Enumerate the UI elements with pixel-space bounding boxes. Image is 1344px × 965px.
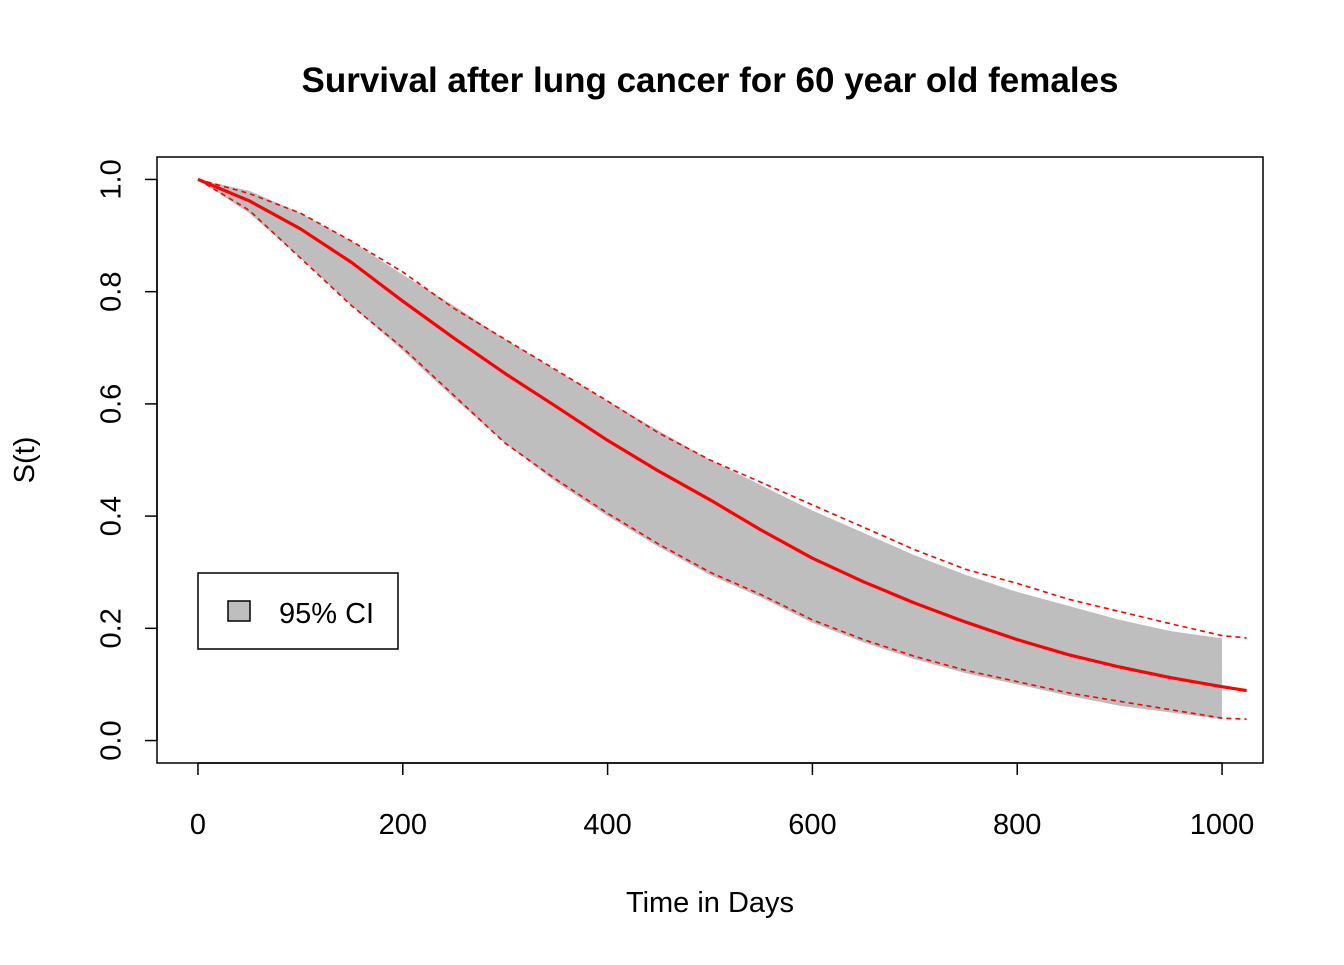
x-tick-label: 1000 (1190, 809, 1255, 841)
ci-band (198, 179, 1222, 720)
x-tick-label: 400 (583, 809, 631, 841)
y-tick-label: 0.0 (96, 720, 128, 760)
x-tick-label: 600 (788, 809, 836, 841)
legend-box (197, 572, 399, 650)
plot-area: 0 200 400 600 800 1000 0.0 0.2 0.4 0.6 0.8 1.0 (96, 156, 1264, 841)
y-tick-label: 1.0 (96, 159, 128, 199)
y-tick-label: 0.6 (96, 384, 128, 424)
y-tick-label: 0.8 (96, 272, 128, 312)
legend-swatch-ci (227, 600, 251, 622)
y-tick-label: 0.4 (96, 496, 128, 536)
ci-lower-line (197, 178, 1247, 720)
survival-curve (197, 177, 1247, 693)
chart-title: Survival after lung cancer for 60 year o… (301, 61, 1118, 100)
x-tick-label: 800 (993, 809, 1041, 841)
y-tick-label: 0.2 (96, 608, 128, 648)
legend: 95% CI (197, 572, 399, 650)
x-axis-label: Time in Days (626, 887, 794, 919)
ci-upper-line (197, 178, 1247, 639)
x-tick-label: 200 (379, 809, 427, 841)
y-axis-label: S(t) (9, 437, 41, 484)
legend-label-ci: 95% CI (279, 598, 374, 630)
x-tick-label: 0 (190, 809, 206, 841)
